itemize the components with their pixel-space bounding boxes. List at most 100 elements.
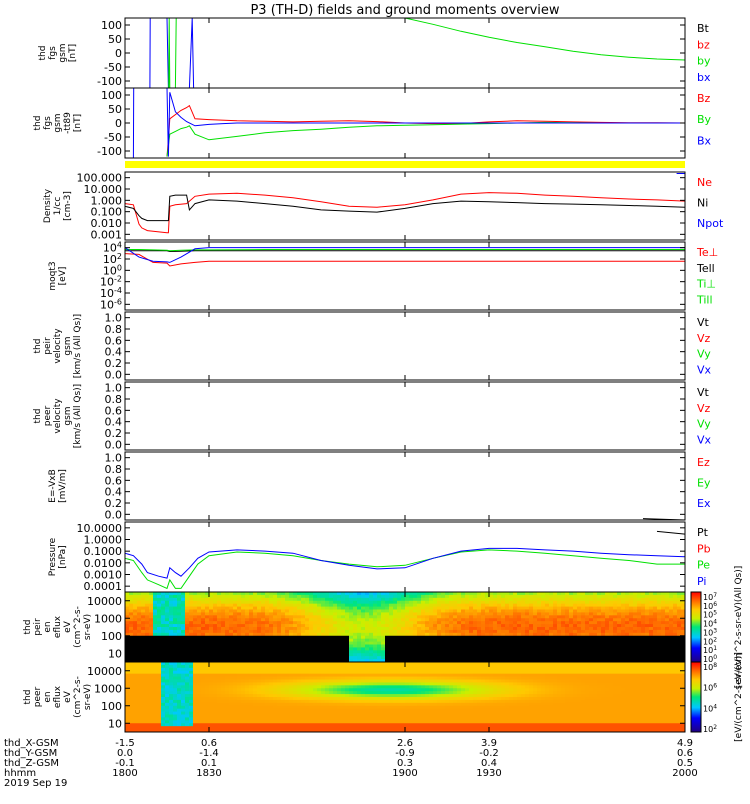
- spectrogram-cell: [153, 621, 157, 624]
- spectrogram-cell: [281, 712, 285, 715]
- spectrogram-cell: [229, 674, 233, 677]
- spectrogram-cell: [645, 598, 649, 601]
- spectrogram-cell: [553, 610, 557, 613]
- spectrogram-cell: [277, 685, 281, 688]
- spectrogram-cell: [657, 595, 661, 598]
- spectrogram-cell: [137, 691, 141, 694]
- spectrogram-cell: [169, 601, 173, 604]
- spectrogram-cell: [485, 650, 489, 653]
- spectrogram-cell: [181, 647, 185, 650]
- spectrogram-cell: [481, 618, 485, 621]
- spectrogram-cell: [253, 703, 257, 706]
- spectrogram-cell: [281, 720, 285, 723]
- spectrogram-cell: [573, 601, 577, 604]
- spectrogram-cell: [577, 595, 581, 598]
- spectrogram-cell: [541, 595, 545, 598]
- spectrogram-cell: [185, 633, 189, 636]
- spectrogram-cell: [137, 601, 141, 604]
- spectrogram-cell: [141, 726, 145, 729]
- spectrogram-cell: [521, 630, 525, 633]
- spectrogram-cell: [489, 595, 493, 598]
- spectrogram-cell: [285, 627, 289, 630]
- spectrogram-cell: [309, 720, 313, 723]
- spectrogram-cell: [353, 639, 357, 642]
- spectrogram-cell: [337, 607, 341, 610]
- spectrogram-cell: [273, 712, 277, 715]
- spectrogram-cell: [329, 706, 333, 709]
- spectrogram-cell: [657, 656, 661, 659]
- legend-entry-Vy: Vy: [697, 348, 711, 361]
- spectrogram-cell: [673, 653, 677, 656]
- spectrogram-cell: [153, 685, 157, 688]
- spectrogram-cell: [637, 645, 641, 648]
- spectrogram-cell: [241, 624, 245, 627]
- spectrogram-cell: [665, 656, 669, 659]
- spectrogram-cell: [133, 615, 137, 618]
- spectrogram-cell: [569, 650, 573, 653]
- spectrogram-cell: [557, 618, 561, 621]
- spectrogram-cell: [177, 709, 181, 712]
- spectrogram-cell: [473, 618, 477, 621]
- spectrogram-cell: [305, 642, 309, 645]
- spectrogram-cell: [477, 607, 481, 610]
- spectrogram-cell: [385, 656, 389, 659]
- spectrogram-cell: [637, 647, 641, 650]
- spectrogram-cell: [225, 604, 229, 607]
- spectrogram-cell: [453, 642, 457, 645]
- spectrogram-cell: [305, 633, 309, 636]
- spectrogram-cell: [157, 717, 161, 720]
- spectrogram-cell: [297, 621, 301, 624]
- spectrogram-cell: [241, 717, 245, 720]
- spectrogram-cell: [269, 656, 273, 659]
- spectrogram-cell: [673, 639, 677, 642]
- spectrogram-cell: [285, 653, 289, 656]
- spectrogram-cell: [201, 694, 205, 697]
- spectrogram-cell: [185, 647, 189, 650]
- spectrogram-cell: [521, 639, 525, 642]
- spectrogram-cell: [141, 682, 145, 685]
- spectrogram-cell: [373, 645, 377, 648]
- spectrogram-cell: [133, 642, 137, 645]
- spectrogram-cell: [161, 604, 165, 607]
- spectrogram-cell: [129, 645, 133, 648]
- spectrogram-cell: [249, 607, 253, 610]
- spectrogram-cell: [393, 642, 397, 645]
- spectrogram-cell: [129, 700, 133, 703]
- spectrogram-cell: [553, 607, 557, 610]
- spectrogram-cell: [217, 682, 221, 685]
- spectrogram-cell: [385, 604, 389, 607]
- spectrogram-cell: [233, 642, 237, 645]
- spectrogram-cell: [629, 612, 633, 615]
- spectrogram-cell: [205, 615, 209, 618]
- spectrogram-cell: [445, 624, 449, 627]
- spectrogram-cell: [165, 630, 169, 633]
- spectrogram-cell: [541, 647, 545, 650]
- spectrogram-cell: [605, 607, 609, 610]
- spectrogram-cell: [673, 636, 677, 639]
- spectrogram-cell: [133, 715, 137, 718]
- spectrogram-cell: [621, 612, 625, 615]
- spectrogram-cell: [165, 642, 169, 645]
- spectrogram-cell: [329, 624, 333, 627]
- spectrogram-cell: [609, 630, 613, 633]
- spectrogram-cell: [193, 604, 197, 607]
- spectrogram-cell: [321, 650, 325, 653]
- spectrogram-cell: [317, 694, 321, 697]
- spectrogram-cell: [241, 671, 245, 674]
- spectrogram-cell: [201, 653, 205, 656]
- spectrogram-cell: [137, 618, 141, 621]
- spectrogram-cell: [349, 647, 353, 650]
- spectrogram-cell: [601, 653, 605, 656]
- spectrogram-cell: [305, 647, 309, 650]
- spectrogram-cell: [273, 636, 277, 639]
- spectrogram-cell: [593, 618, 597, 621]
- spectrogram-cell: [497, 650, 501, 653]
- spectrogram-cell: [145, 717, 149, 720]
- spectrogram-cell: [197, 604, 201, 607]
- spectrogram-cell: [197, 674, 201, 677]
- spectrogram-cell: [129, 639, 133, 642]
- spectrogram-cell: [649, 610, 653, 613]
- spectrogram-cell: [285, 630, 289, 633]
- spectrogram-cell: [485, 598, 489, 601]
- spectrogram-cell: [433, 630, 437, 633]
